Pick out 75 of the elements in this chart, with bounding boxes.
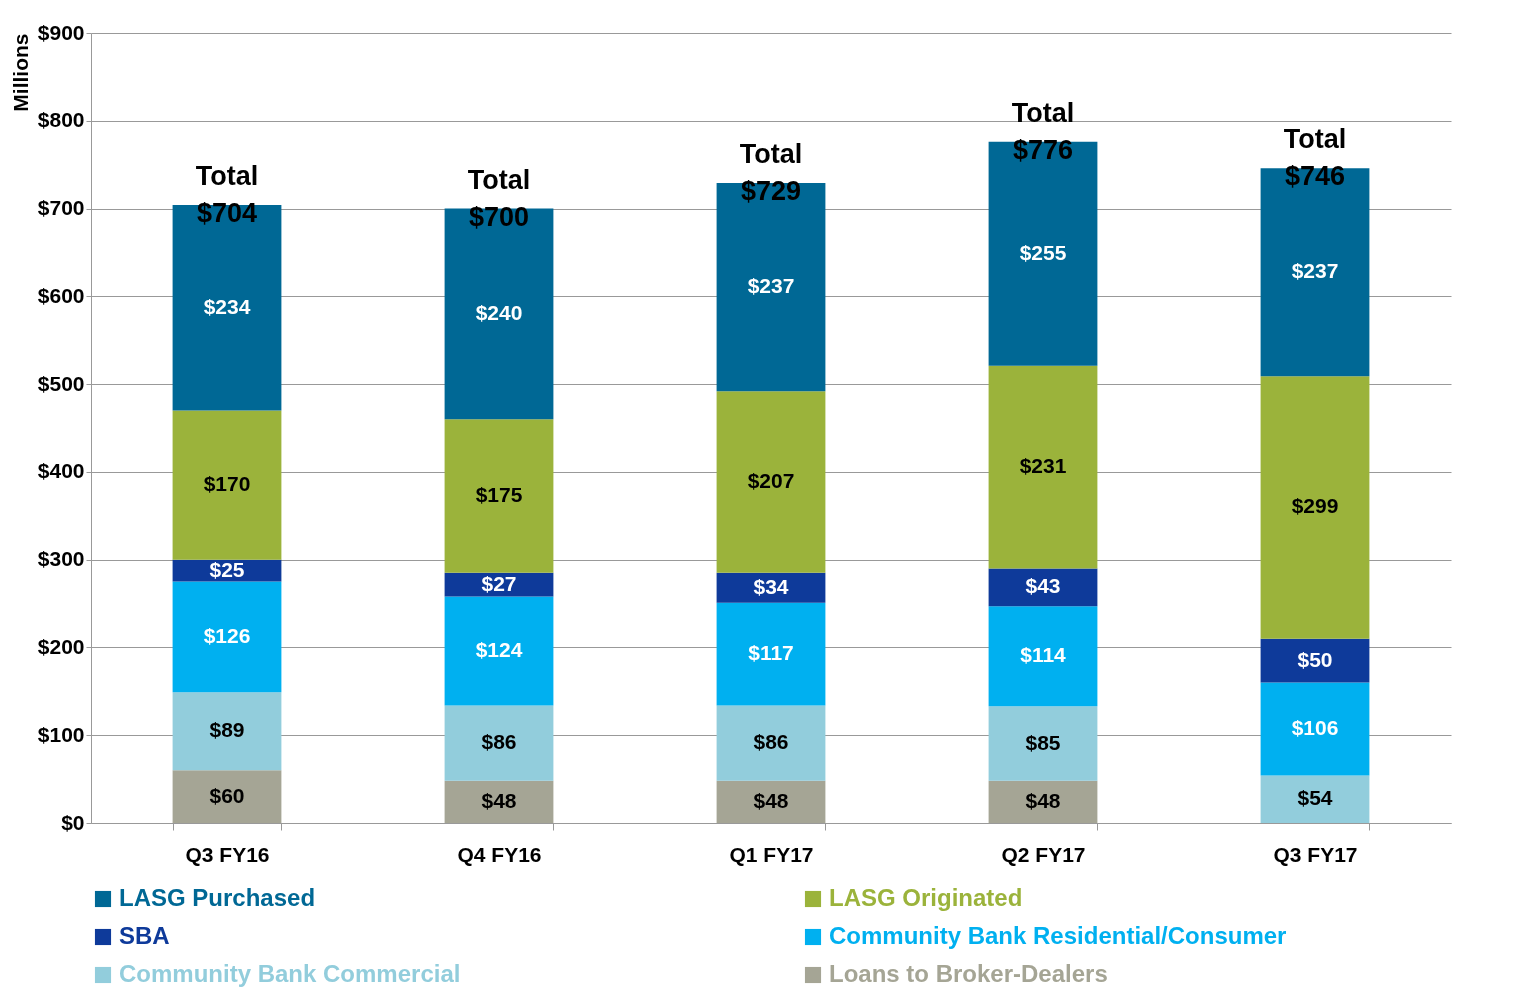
data-label: $89 [209,718,245,742]
bar [988,606,1098,707]
legend-label: LASG Purchased [119,884,316,911]
data-label: $114 [1020,643,1067,667]
y-tick-label: $200 [37,634,85,658]
data-label: $237 [747,274,795,298]
total-label: Total $776 [1011,97,1075,165]
data-label: $126 [203,623,251,647]
y-axis-title: Millions [8,33,32,112]
x-tick-label: Q2 FY17 [1001,842,1086,866]
bar [444,705,554,781]
data-label: $25 [209,557,245,581]
bar [1260,682,1370,776]
y-tick-label: $0 [61,810,85,834]
bar [444,419,554,573]
data-label: $124 [475,637,523,661]
data-label: $237 [1291,259,1339,283]
data-label: $231 [1019,454,1067,478]
x-tick-label: Q1 FY17 [729,842,814,866]
bar [988,365,1098,569]
data-label: $86 [753,730,789,754]
data-label: $48 [753,788,789,812]
data-label: $54 [1297,786,1333,810]
bar [1260,775,1370,823]
data-label: $34 [753,574,789,598]
y-tick-label: $100 [37,722,85,746]
legend-label: Loans to Broker-Dealers [829,960,1108,987]
y-tick-label: $800 [37,108,85,132]
data-label: $255 [1019,240,1067,264]
data-label: $50 [1297,647,1333,671]
legend-label: LASG Originated [829,884,1023,911]
bar [716,602,826,706]
data-label: $43 [1025,574,1061,598]
data-label: $207 [747,468,795,492]
legend-label: Community Bank Commercial [119,960,461,987]
total-label: Total $746 [1283,124,1347,192]
data-label: $117 [748,641,794,665]
x-tick-label: Q3 FY16 [185,842,270,866]
data-label: $170 [203,472,251,496]
data-label: $85 [1025,730,1061,754]
y-tick-label: $400 [37,459,85,483]
total-label: Total $700 [467,164,531,232]
y-tick-label: $500 [37,371,85,395]
bar [716,391,826,573]
legend-label: Community Bank Residential/Consumer [829,922,1287,949]
total-label: Total $729 [739,139,803,207]
data-label: $48 [481,788,517,812]
legend-label: SBA [119,922,170,949]
bar [172,410,282,560]
x-tick-label: Q4 FY16 [457,842,542,866]
total-label: Total $704 [195,161,259,229]
bar [1260,376,1370,639]
bar [1260,638,1370,683]
bar [444,208,554,420]
y-tick-label: $300 [37,547,85,571]
data-label: $48 [1025,788,1061,812]
bar [988,568,1098,607]
bar [172,692,282,771]
bar [716,705,826,781]
y-tick-label: $700 [37,196,85,220]
bar [988,141,1098,366]
data-label: $240 [475,300,523,324]
data-label: $175 [475,483,523,507]
bar [172,581,282,693]
x-tick-label: Q3 FY17 [1273,842,1358,866]
data-label: $27 [481,571,517,595]
data-label: $299 [1291,494,1339,518]
data-label: $60 [209,783,245,807]
data-label: $86 [481,730,517,754]
y-tick-label: $600 [37,283,85,307]
bar [988,706,1098,781]
y-tick-label: $900 [37,20,85,44]
data-label: $106 [1291,716,1339,740]
data-label: $234 [203,294,251,318]
bar [444,596,554,706]
